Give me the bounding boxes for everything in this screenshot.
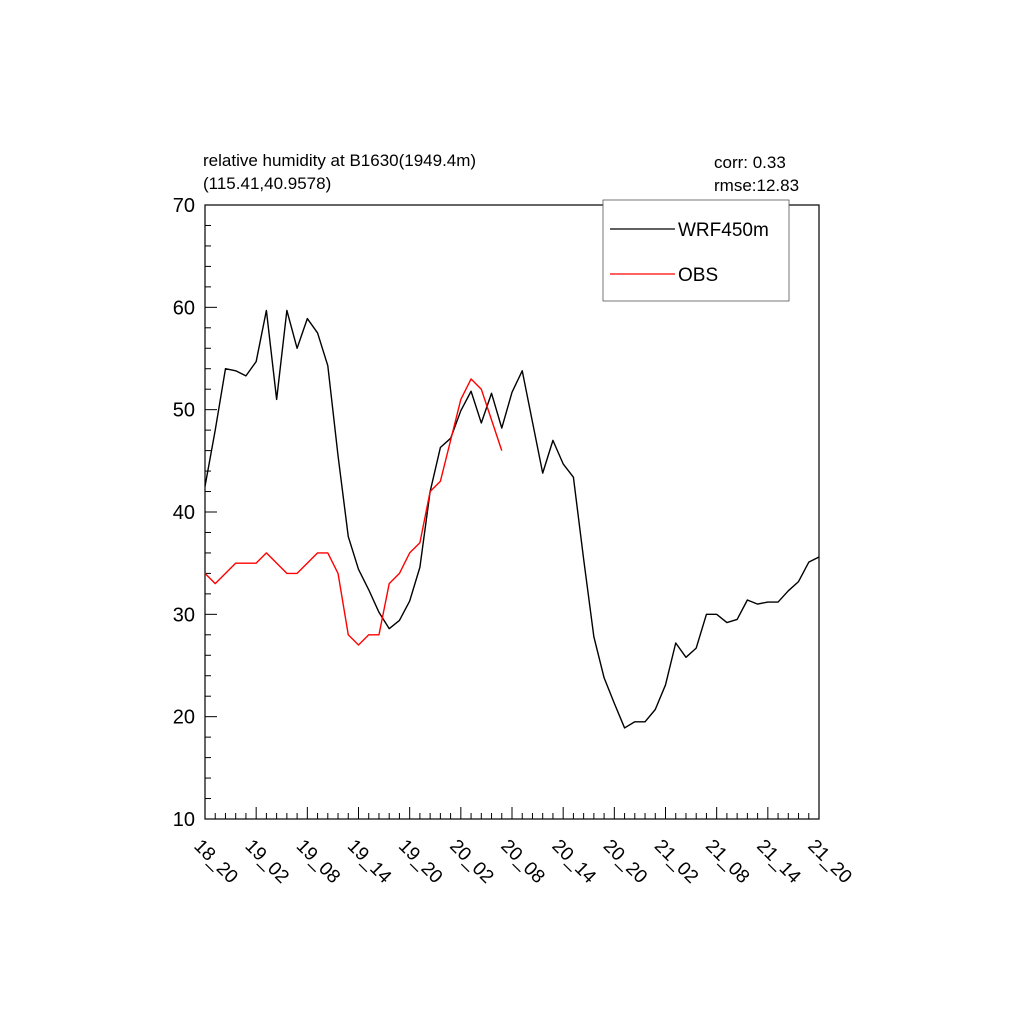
x-tick-label: 20_02 xyxy=(445,836,497,888)
x-tick-label: 20_14 xyxy=(548,836,601,889)
legend-box xyxy=(602,199,790,302)
x-tick-label: 20_08 xyxy=(496,836,548,888)
y-tick-label: 20 xyxy=(173,707,195,729)
x-tick-label: 19_20 xyxy=(394,836,446,888)
x-tick-label: 21_20 xyxy=(803,836,855,888)
corr-label: corr: 0.33 xyxy=(714,153,786,172)
y-tick-label: 40 xyxy=(173,502,195,524)
x-tick-label: 19_02 xyxy=(241,836,293,888)
rmse-label: rmse:12.83 xyxy=(714,176,799,195)
legend-label-wrf: WRF450m xyxy=(678,220,769,241)
x-tick-label: 21_14 xyxy=(752,836,805,889)
x-tick-label: 21_02 xyxy=(650,836,702,888)
y-tick-label: 70 xyxy=(173,195,195,217)
x-tick-label: 19_08 xyxy=(292,836,344,888)
y-tick-label: 60 xyxy=(173,297,195,319)
series-line-obs xyxy=(204,378,503,646)
x-tick-label: 19_14 xyxy=(343,836,396,889)
legend-label-obs: OBS xyxy=(678,265,718,286)
chart-subtitle: (115.41,40.9578) xyxy=(203,174,331,193)
chart-title: relative humidity at B1630(1949.4m) xyxy=(203,151,476,170)
y-tick-label: 50 xyxy=(173,400,195,422)
x-tick-label: 20_20 xyxy=(599,836,651,888)
legend: WRF450m OBS xyxy=(602,199,790,302)
x-tick-label: 18_20 xyxy=(189,836,241,888)
series-line-wrf450m xyxy=(204,309,820,729)
y-tick-label: 10 xyxy=(173,809,195,831)
y-tick-label: 30 xyxy=(173,604,195,626)
x-tick-label: 21_08 xyxy=(701,836,753,888)
